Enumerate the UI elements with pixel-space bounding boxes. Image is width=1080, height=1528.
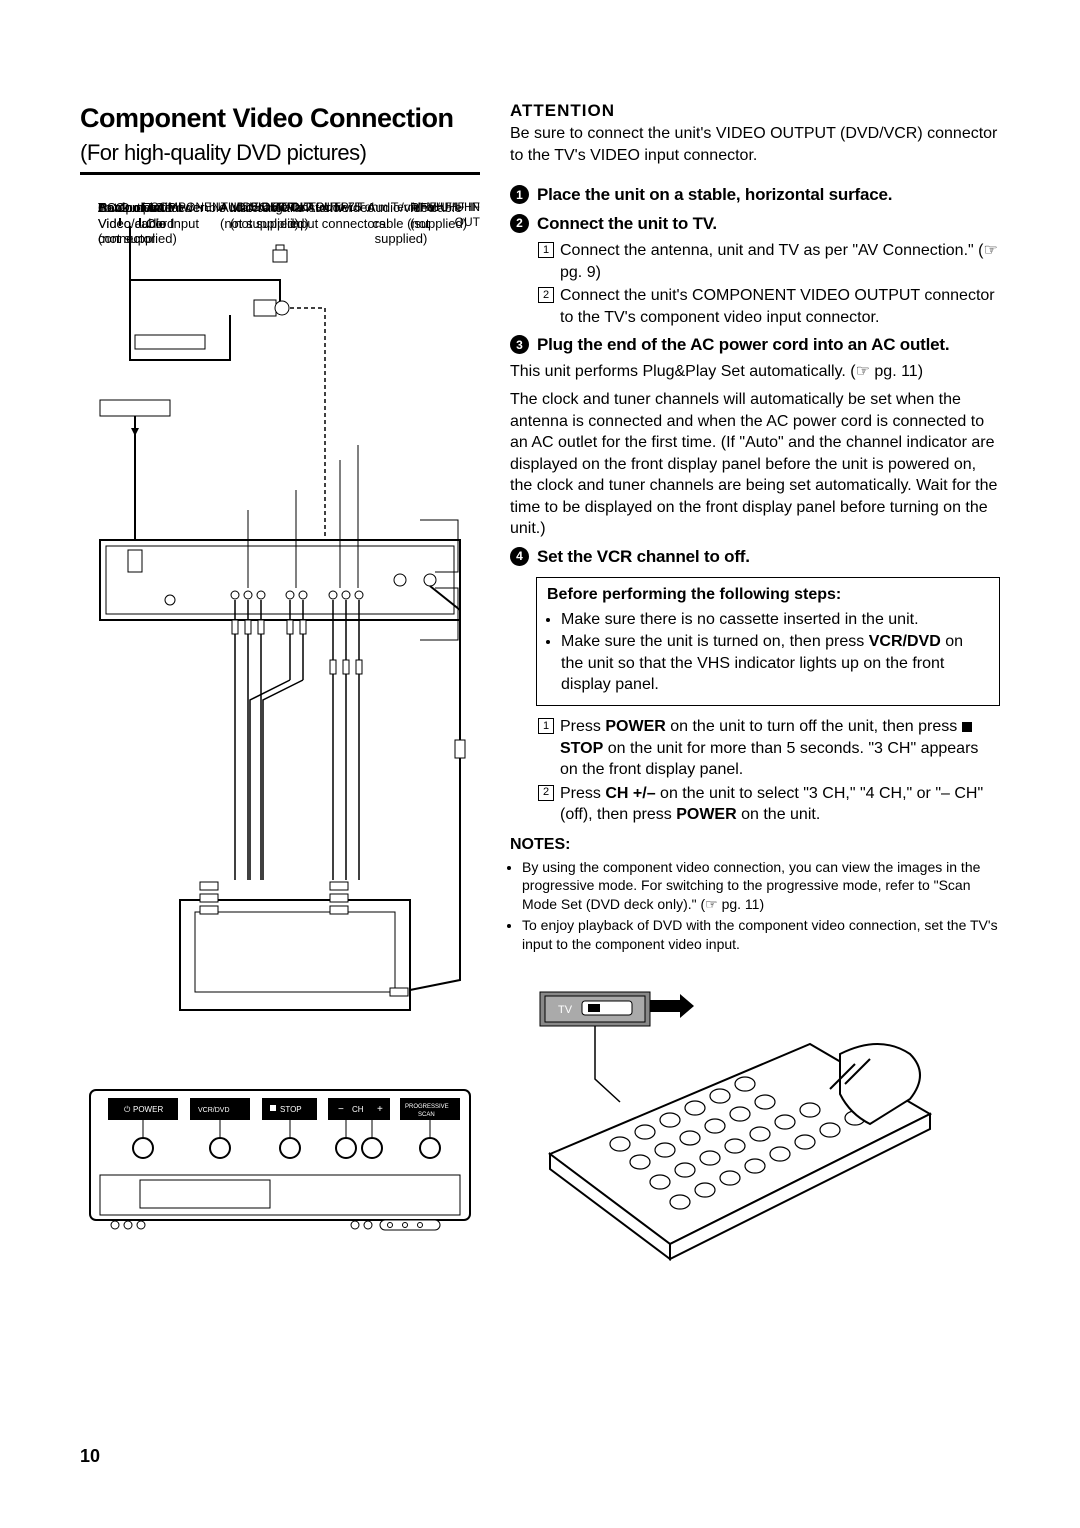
step-3: 3 Plug the end of the AC power cord into…: [510, 334, 1000, 357]
step-4: 4 Set the VCR channel to off.: [510, 546, 1000, 569]
svg-text:⏻: ⏻: [124, 1105, 131, 1114]
label-to-75: To 75 ohm Terminal: [332, 200, 437, 214]
step-2-sub-1: 1 Connect the antenna, unit and TV as pe…: [538, 240, 1000, 283]
boxnum-icon: 1: [538, 718, 554, 734]
notes-heading: NOTES:: [510, 834, 1000, 856]
notes-item-1: By using the component video connection,…: [522, 858, 1000, 915]
step-num-3: 3: [510, 335, 529, 354]
attention-heading: ATTENTION: [510, 100, 1000, 123]
svg-text:+: +: [377, 1104, 383, 1115]
remote-diagram: TV: [510, 984, 940, 1264]
step-4-sub-1: 1 Press POWER on the unit to turn off th…: [538, 716, 1000, 781]
remote-svg: TV: [510, 984, 940, 1264]
connection-diagram: Antenna or Cable Coaxial cable Flat feed…: [80, 200, 480, 1070]
boxnum-icon: 2: [538, 785, 554, 801]
stop-icon: [962, 722, 972, 732]
step-2: 2 Connect the unit to TV.: [510, 213, 1000, 236]
notes-list: By using the component video connection,…: [510, 858, 1000, 954]
step-4-title: Set the VCR channel to off.: [537, 546, 750, 569]
step-num-4: 4: [510, 547, 529, 566]
boxnum-icon: 2: [538, 287, 554, 303]
panel-svg: ⏻ POWER VCR/DVD STOP CH − + PROGRESSIVE …: [80, 1080, 480, 1250]
step-1: 1 Place the unit on a stable, horizontal…: [510, 184, 1000, 207]
step-2-title: Connect the unit to TV.: [537, 213, 717, 236]
step-num-2: 2: [510, 214, 529, 233]
title-main: Component Video Connection: [80, 100, 480, 136]
panel-stop-text: STOP: [280, 1105, 302, 1114]
step-3-title: Plug the end of the AC power cord into a…: [537, 334, 949, 357]
label-to-component: To Component Video/audio Input connector: [98, 200, 218, 247]
front-panel-diagram: ⏻ POWER VCR/DVD STOP CH − + PROGRESSIVE …: [80, 1080, 480, 1250]
title-sub: (For high-quality DVD pictures): [80, 138, 480, 168]
panel-vcrdvd-text: VCR/DVD: [198, 1107, 230, 1114]
svg-text:TV: TV: [558, 1004, 573, 1016]
diagram-svg: [80, 200, 480, 1070]
step-2-sub-2: 2 Connect the unit's COMPONENT VIDEO OUT…: [538, 285, 1000, 328]
step-1-title: Place the unit on a stable, horizontal s…: [537, 184, 892, 207]
before-box-item-2: Make sure the unit is turned on, then pr…: [561, 631, 989, 696]
step-2-sub-1-text: Connect the antenna, unit and TV as per …: [560, 240, 1000, 283]
panel-prog-text: PROGRESSIVE: [405, 1104, 449, 1110]
step-3-body2: The clock and tuner channels will automa…: [510, 389, 1000, 540]
step-num-1: 1: [510, 185, 529, 204]
before-box-title: Before performing the following steps:: [547, 584, 989, 606]
step-3-body1: This unit performs Plug&Play Set automat…: [510, 361, 1000, 383]
svg-text:SCAN: SCAN: [418, 1112, 435, 1118]
notes-item-2: To enjoy playback of DVD with the compon…: [522, 916, 1000, 954]
before-box-item-1: Make sure there is no cassette inserted …: [561, 609, 989, 631]
title-block: Component Video Connection (For high-qua…: [80, 100, 480, 175]
step-4-sub-2: 2 Press CH +/– on the unit to select "3 …: [538, 783, 1000, 826]
panel-ch-text: CH: [352, 1105, 364, 1114]
panel-power-text: POWER: [133, 1105, 163, 1114]
boxnum-icon: 1: [538, 242, 554, 258]
svg-text:−: −: [338, 1104, 344, 1115]
title-rule: [80, 172, 480, 175]
step-2-sub-2-text: Connect the unit's COMPONENT VIDEO OUTPU…: [560, 285, 1000, 328]
attention-text: Be sure to connect the unit's VIDEO OUTP…: [510, 123, 1000, 166]
label-tv: TV: [280, 200, 295, 214]
page-number: 10: [80, 1444, 100, 1468]
before-box: Before performing the following steps: M…: [536, 577, 1000, 706]
